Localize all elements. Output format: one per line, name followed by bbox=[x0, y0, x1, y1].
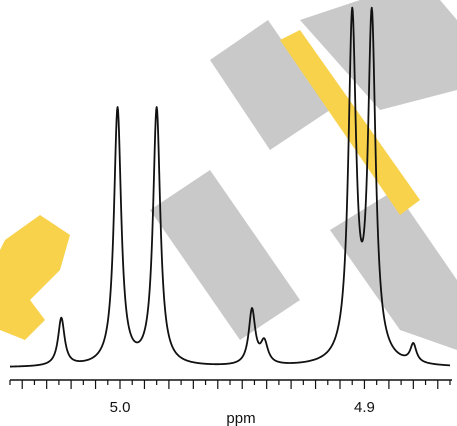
watermark-gold-stripe bbox=[280, 30, 420, 215]
watermark-gold-logo bbox=[0, 215, 70, 340]
x-axis-ticks bbox=[9, 380, 451, 389]
watermark-stripe-1 bbox=[210, 20, 330, 150]
watermark-stripe-4 bbox=[300, 0, 457, 110]
spectrum-series-line bbox=[9, 6, 451, 368]
x-axis-tick-label: 4.9 bbox=[354, 399, 375, 416]
x-axis-tick-label: 5.0 bbox=[110, 399, 131, 416]
x-axis-tick-labels: 5.0 4.9 bbox=[110, 399, 375, 416]
watermark-stripe-3 bbox=[330, 190, 457, 350]
x-axis-label: ppm bbox=[226, 410, 255, 426]
watermark-stripe-2 bbox=[150, 170, 300, 340]
watermark bbox=[0, 0, 457, 350]
x-axis: 5.0 4.9 ppm bbox=[9, 379, 452, 426]
